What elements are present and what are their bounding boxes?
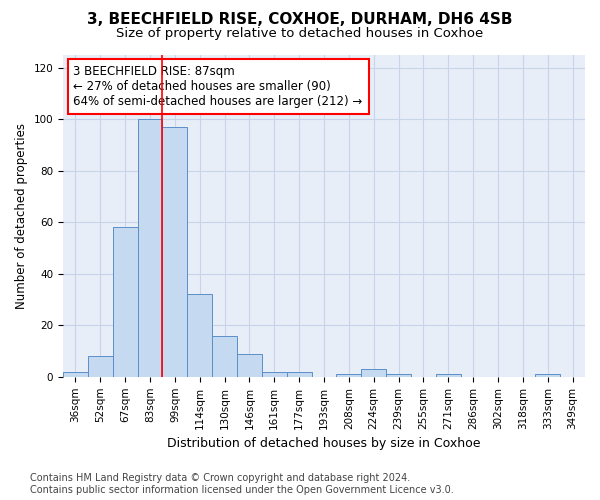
- Bar: [113, 228, 137, 377]
- Text: 3, BEECHFIELD RISE, COXHOE, DURHAM, DH6 4SB: 3, BEECHFIELD RISE, COXHOE, DURHAM, DH6 …: [87, 12, 513, 28]
- Bar: [287, 372, 311, 377]
- Y-axis label: Number of detached properties: Number of detached properties: [15, 123, 28, 309]
- Bar: [337, 374, 361, 377]
- Bar: [212, 336, 237, 377]
- Bar: [163, 127, 187, 377]
- Bar: [137, 120, 163, 377]
- Bar: [187, 294, 212, 377]
- Text: Contains HM Land Registry data © Crown copyright and database right 2024.
Contai: Contains HM Land Registry data © Crown c…: [30, 474, 454, 495]
- Text: Size of property relative to detached houses in Coxhoe: Size of property relative to detached ho…: [116, 28, 484, 40]
- Bar: [63, 372, 88, 377]
- Bar: [535, 374, 560, 377]
- Bar: [88, 356, 113, 377]
- Text: 3 BEECHFIELD RISE: 87sqm
← 27% of detached houses are smaller (90)
64% of semi-d: 3 BEECHFIELD RISE: 87sqm ← 27% of detach…: [73, 64, 363, 108]
- Bar: [262, 372, 287, 377]
- Bar: [436, 374, 461, 377]
- Bar: [361, 369, 386, 377]
- Bar: [386, 374, 411, 377]
- Bar: [237, 354, 262, 377]
- X-axis label: Distribution of detached houses by size in Coxhoe: Distribution of detached houses by size …: [167, 437, 481, 450]
